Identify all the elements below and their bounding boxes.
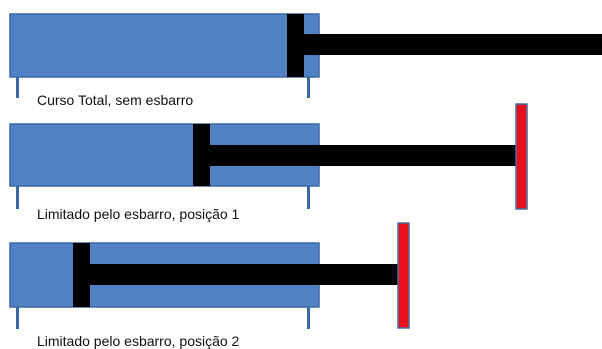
cylinder-foot-right-2 bbox=[307, 186, 310, 209]
piston-head-3 bbox=[73, 243, 90, 307]
cylinder-group-2 bbox=[9, 103, 528, 210]
cylinder-group-1 bbox=[9, 13, 602, 98]
cylinder-foot-right-3 bbox=[307, 307, 310, 329]
cylinder-foot-left-3 bbox=[16, 307, 19, 329]
caption-full-stroke: Curso Total, sem esbarro bbox=[37, 92, 194, 108]
cylinder-foot-right-1 bbox=[307, 77, 310, 98]
piston-rod-3 bbox=[90, 264, 398, 285]
cylinder-foot-left-1 bbox=[16, 77, 19, 98]
cylinder-group-3 bbox=[9, 222, 410, 329]
stop-block-2 bbox=[397, 222, 410, 329]
caption-stop-position-1: Limitado pelo esbarro, posição 1 bbox=[37, 206, 240, 222]
cylinder-foot-left-2 bbox=[16, 186, 19, 209]
stop-block-1 bbox=[515, 103, 528, 210]
piston-rod-2 bbox=[210, 145, 516, 166]
cylinder-barrel-1 bbox=[9, 13, 320, 78]
piston-head-1 bbox=[287, 14, 304, 77]
caption-stop-position-2: Limitado pelo esbarro, posição 2 bbox=[37, 333, 240, 349]
piston-head-2 bbox=[193, 124, 210, 186]
piston-rod-1 bbox=[304, 34, 602, 55]
